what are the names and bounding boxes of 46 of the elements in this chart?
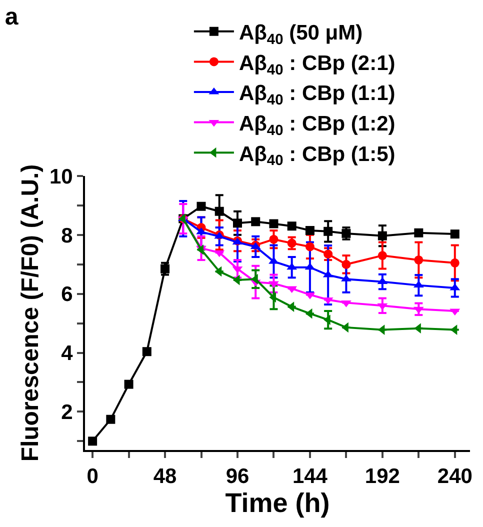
x-tick-label: 144 (292, 465, 328, 488)
point (196, 202, 206, 211)
x-tick-label: 0 (86, 465, 98, 488)
y-tick-label: 2 (61, 401, 73, 424)
point (324, 226, 333, 236)
point (378, 231, 387, 240)
point (142, 347, 152, 356)
point (450, 258, 460, 268)
y-tick-label: 8 (61, 224, 74, 248)
x-tick-label: 240 (437, 465, 472, 488)
point (378, 324, 385, 335)
legend-label: Aβ$_{40}$ : CBp (1:2) (238, 112, 396, 139)
x-tick-label: 48 (153, 465, 178, 488)
point (378, 251, 387, 260)
point (305, 226, 314, 236)
legend-label: Aβ$_{40}$ (50 μM) (238, 22, 363, 48)
point (341, 300, 352, 308)
point (414, 255, 424, 264)
x-tick-label: 96 (226, 465, 250, 488)
point (305, 242, 314, 252)
point (268, 256, 279, 264)
point (251, 217, 260, 226)
point (287, 222, 296, 231)
point (269, 234, 278, 244)
point (450, 230, 460, 239)
legend-label: Aβ$_{40}$ : CBp (2:1) (238, 52, 396, 78)
y-axis-title: Fluorescence (F/F0) (A.U.) (17, 164, 44, 462)
point (106, 414, 116, 424)
point (214, 206, 224, 216)
point (414, 228, 424, 238)
y-tick-label: 10 (49, 165, 73, 188)
point (268, 281, 279, 288)
chart-title: a (4, 4, 19, 31)
point (124, 380, 134, 389)
point (342, 260, 351, 269)
point (450, 324, 458, 335)
point (269, 219, 278, 228)
legend-label: Aβ$_{40}$ : CBp (1:5) (238, 142, 396, 170)
x-axis-title: Time (h) (225, 488, 330, 518)
y-tick-label: 6 (61, 283, 73, 306)
point (196, 227, 206, 234)
point (88, 436, 98, 446)
x-tick-label: 192 (364, 465, 400, 488)
y-tick-label: 4 (61, 342, 74, 366)
legend-label: Aβ$_{40}$ : CBp (1:1) (238, 82, 396, 109)
point (232, 218, 242, 228)
